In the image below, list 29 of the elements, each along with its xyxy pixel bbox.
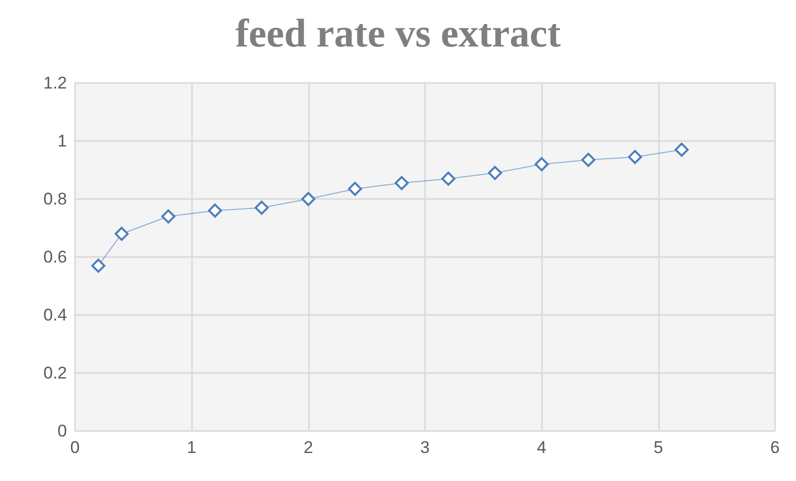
point xyxy=(441,172,456,186)
point xyxy=(534,157,549,172)
point xyxy=(114,226,129,241)
y-tick-label: 0.8 xyxy=(43,190,67,208)
y-tick-label: 1 xyxy=(58,132,67,150)
y-tick-label: 0.2 xyxy=(43,364,67,382)
y-tick-label: 0 xyxy=(58,422,67,440)
point xyxy=(394,176,409,190)
x-tick-label: 6 xyxy=(770,438,780,457)
x-tick-label: 5 xyxy=(654,438,664,457)
point xyxy=(161,209,176,224)
point xyxy=(488,166,502,180)
y-tick-label: 0.6 xyxy=(43,248,67,266)
x-tick-label: 2 xyxy=(304,438,314,457)
x-tick-label: 4 xyxy=(536,438,546,457)
point xyxy=(91,258,106,273)
x-tick-label: 0 xyxy=(70,438,80,457)
point xyxy=(208,204,222,218)
point xyxy=(581,152,596,167)
x-tick-label: 3 xyxy=(420,438,430,457)
point xyxy=(628,150,642,164)
y-tick-label: 0.4 xyxy=(43,306,67,324)
y-tick-label: 1.2 xyxy=(43,74,67,92)
chart-title: feed rate vs extract xyxy=(235,10,562,56)
point xyxy=(348,182,362,196)
point xyxy=(254,200,269,215)
x-tick-label: 1 xyxy=(186,438,196,457)
point xyxy=(301,192,316,206)
point xyxy=(674,142,689,157)
